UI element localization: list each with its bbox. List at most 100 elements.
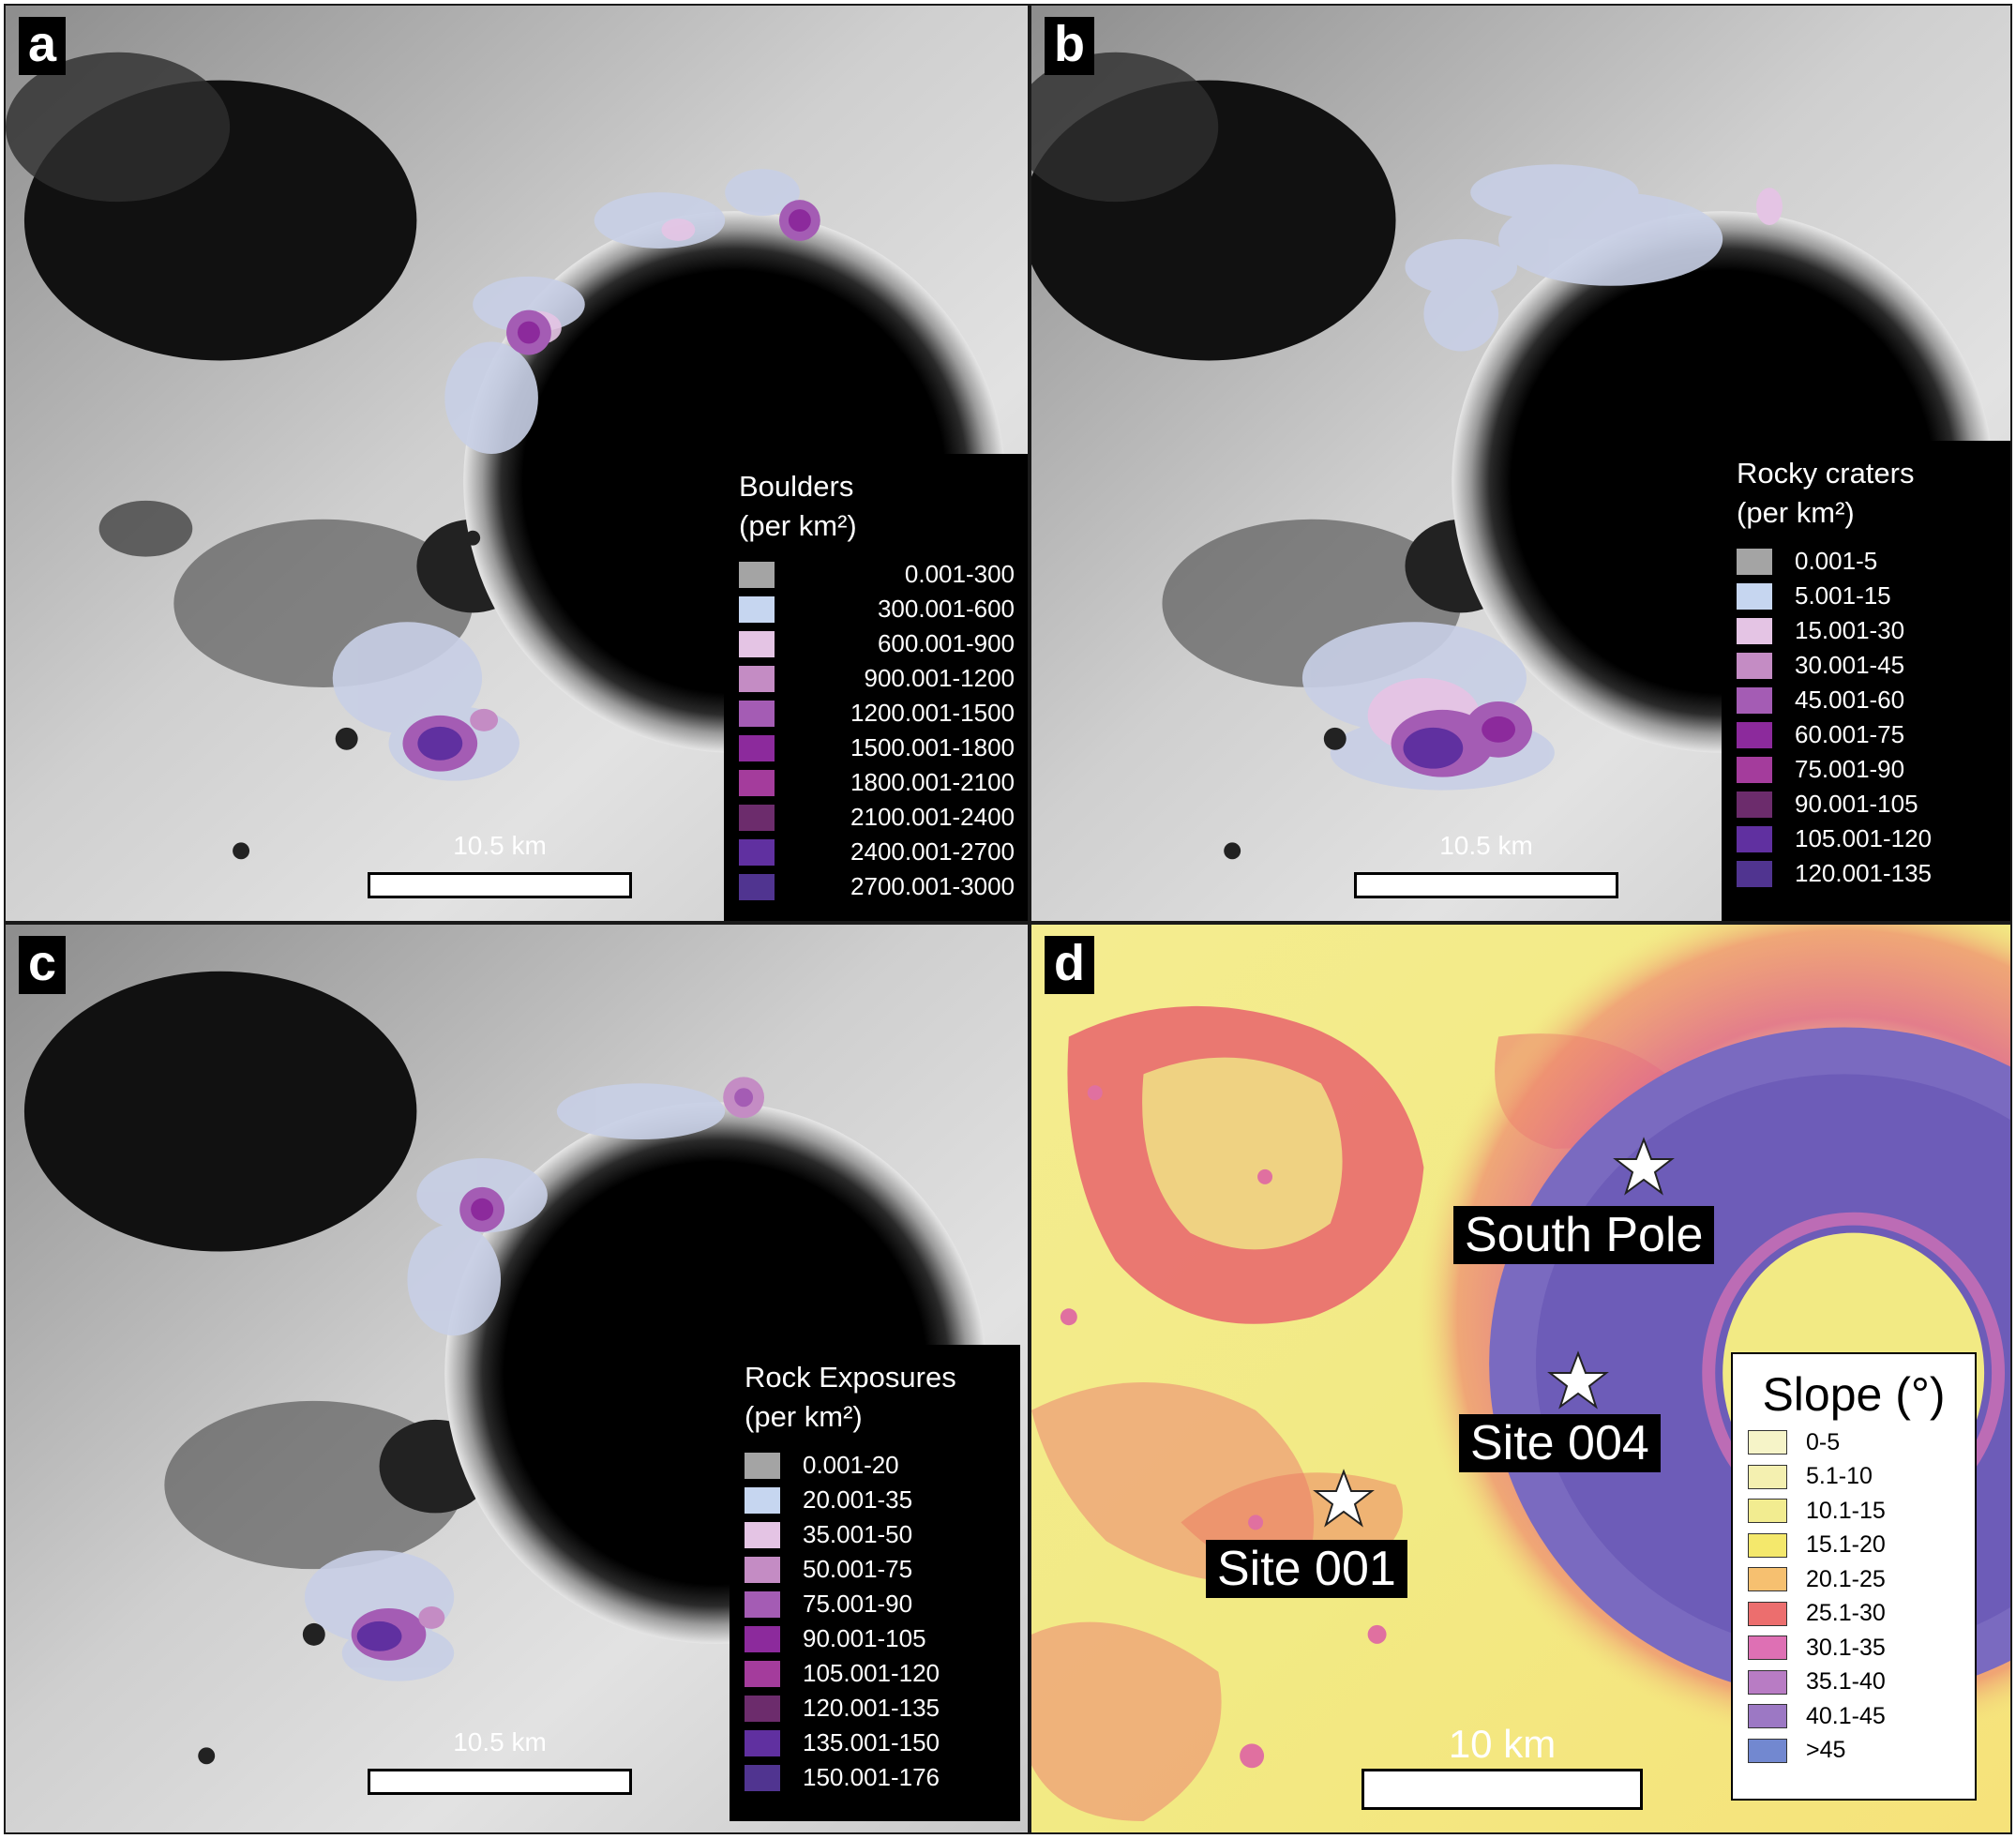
legend-item: 15.001-30 — [1737, 613, 2001, 648]
legend-swatch — [1737, 652, 1772, 679]
legend-item-label: 1800.001-2100 — [850, 768, 1015, 796]
legend-item: 2700.001-3000 — [739, 869, 1018, 904]
legend-item-label: 0.001-5 — [1795, 547, 1878, 575]
legend-item-label: 120.001-135 — [803, 1694, 940, 1722]
legend-item: 0.001-5 — [1737, 544, 2001, 579]
legend-swatch — [739, 838, 775, 866]
legend-item: 1500.001-1800 — [739, 731, 1018, 765]
legend-swatch — [745, 1590, 780, 1618]
legend-swatch — [1737, 548, 1772, 575]
legend-item-label: 30.1-35 — [1806, 1634, 1886, 1661]
scale-bar-a: 10.5 km — [368, 831, 632, 898]
legend-item-label: 45.001-60 — [1795, 686, 1905, 714]
legend-item-label: 75.001-90 — [1795, 755, 1905, 783]
legend-item: 20.001-35 — [745, 1483, 1005, 1517]
legend-item-label: 1500.001-1800 — [850, 733, 1015, 761]
legend-swatch — [739, 595, 775, 623]
legend-item-label: 105.001-120 — [803, 1659, 940, 1687]
legend-item: 30.001-45 — [1737, 648, 2001, 683]
legend-swatch — [745, 1625, 780, 1652]
legend-item: 1800.001-2100 — [739, 765, 1018, 800]
scale-bar — [368, 872, 632, 898]
legend-title: Slope (°) — [1762, 1368, 1946, 1421]
legend-swatch — [745, 1660, 780, 1687]
legend-swatch — [745, 1556, 780, 1583]
legend-item: 45.001-60 — [1737, 683, 2001, 717]
legend-item: 105.001-120 — [1737, 822, 2001, 856]
legend-item: 2400.001-2700 — [739, 835, 1018, 869]
scale-label: 10.5 km — [1439, 831, 1533, 860]
star-icon — [1547, 1350, 1609, 1409]
legend-item: 120.001-135 — [1737, 856, 2001, 891]
legend-item-label: 105.001-120 — [1795, 824, 1933, 852]
legend-swatch — [739, 561, 775, 588]
legend-item: 105.001-120 — [745, 1656, 1005, 1691]
legend-title: Rock Exposures — [745, 1361, 956, 1394]
legend-items: 0.001-300 300.001-600 600.001-900 900.001-1… — [739, 557, 1018, 904]
scale-bar-d: 10 km — [1362, 1722, 1643, 1810]
panel-label-d: d — [1045, 936, 1094, 994]
legend-item: 75.001-90 — [745, 1587, 1005, 1621]
legend-swatch — [1737, 721, 1772, 748]
legend-item: 90.001-105 — [745, 1621, 1005, 1656]
legend-item: 10.1-15 — [1748, 1494, 1960, 1529]
legend-unit: (per km²) — [1737, 496, 1855, 529]
legend-slope: Slope (°) 0-5 5.1-10 10.1-15 15.1-20 20.1-25… — [1731, 1352, 1977, 1801]
panel-c: c Rock Exposures (per km²) 0.001-20 20.00… — [4, 923, 1030, 1834]
legend-swatch — [1737, 617, 1772, 644]
legend-item-label: 20.001-35 — [803, 1485, 913, 1514]
legend-swatch — [739, 734, 775, 761]
panel-a: a Boulders (per km²) 0.001-300 300.001-60… — [4, 4, 1030, 923]
legend-swatch — [745, 1521, 780, 1548]
legend-swatch — [745, 1452, 780, 1479]
legend-swatch — [1748, 1499, 1787, 1524]
legend-item: 60.001-75 — [1737, 717, 2001, 752]
legend-swatch — [1748, 1464, 1787, 1489]
legend-item-label: 35.001-50 — [803, 1520, 913, 1548]
legend-swatch — [1737, 825, 1772, 852]
legend-item: 25.1-30 — [1748, 1597, 1960, 1632]
legend-item: 40.1-45 — [1748, 1699, 1960, 1734]
scale-bar — [368, 1769, 632, 1795]
star-icon — [1313, 1469, 1375, 1528]
scale-label: 10.5 km — [453, 831, 547, 860]
scale-bar — [1362, 1769, 1643, 1810]
legend-item: >45 — [1748, 1734, 1960, 1769]
legend-rock-exposures: Rock Exposures (per km²) 0.001-20 20.001-… — [730, 1345, 1020, 1821]
legend-item-label: 2400.001-2700 — [850, 837, 1015, 866]
site-label-south-pole: South Pole — [1453, 1206, 1715, 1264]
legend-item-label: 5.001-15 — [1795, 581, 1891, 610]
legend-swatch — [1737, 582, 1772, 610]
legend-item-label: 900.001-1200 — [864, 664, 1015, 692]
legend-swatch — [739, 769, 775, 796]
legend-item-label: 600.001-900 — [877, 629, 1015, 657]
legend-item-label: 25.1-30 — [1806, 1600, 1886, 1627]
legend-item: 600.001-900 — [739, 626, 1018, 661]
legend-item-label: 15.1-20 — [1806, 1531, 1886, 1559]
legend-swatch — [1737, 860, 1772, 887]
legend-swatch — [1737, 686, 1772, 714]
legend-item-label: 50.001-75 — [803, 1555, 913, 1583]
legend-item: 15.1-20 — [1748, 1529, 1960, 1563]
legend-item-label: >45 — [1806, 1737, 1846, 1764]
legend-item-label: 35.1-40 — [1806, 1668, 1886, 1696]
legend-item: 150.001-176 — [745, 1760, 1005, 1795]
legend-item: 30.1-35 — [1748, 1631, 1960, 1666]
legend-item: 0.001-300 — [739, 557, 1018, 592]
legend-unit: (per km²) — [739, 509, 857, 542]
legend-items: 0.001-20 20.001-35 35.001-50 50.001-75 75.00… — [745, 1448, 1005, 1795]
legend-swatch — [1748, 1430, 1787, 1455]
legend-item-label: 60.001-75 — [1795, 720, 1905, 748]
legend-item-label: 10.1-15 — [1806, 1497, 1886, 1524]
legend-item-label: 150.001-176 — [803, 1763, 940, 1791]
star-icon — [1613, 1137, 1675, 1196]
legend-item-label: 15.001-30 — [1795, 616, 1905, 644]
legend-item: 1200.001-1500 — [739, 696, 1018, 731]
legend-item: 5.001-15 — [1737, 579, 2001, 613]
legend-items: 0.001-5 5.001-15 15.001-30 30.001-45 45.001-… — [1737, 544, 2001, 891]
legend-item-label: 75.001-90 — [803, 1590, 913, 1618]
legend-item-label: 0.001-300 — [904, 560, 1015, 588]
legend-item: 300.001-600 — [739, 592, 1018, 626]
legend-item-label: 300.001-600 — [877, 595, 1015, 623]
legend-swatch — [739, 700, 775, 727]
